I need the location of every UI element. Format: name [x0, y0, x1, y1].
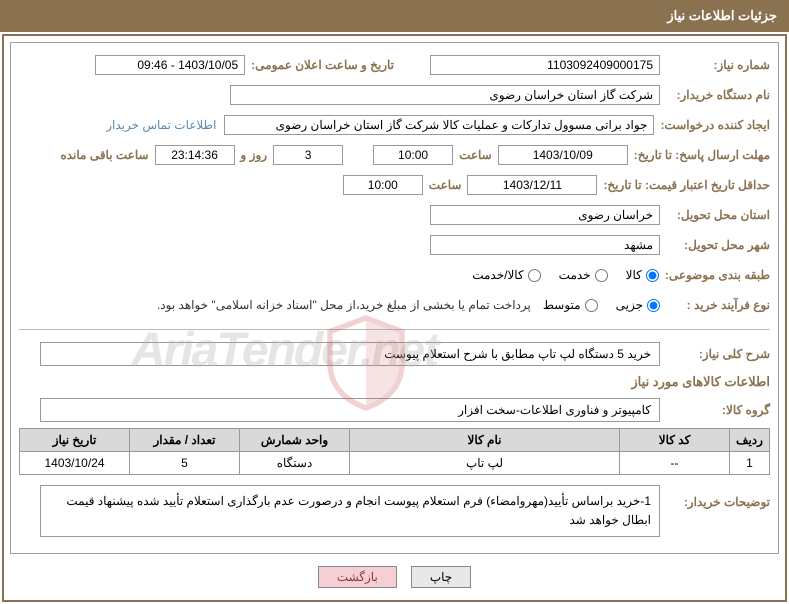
main-form: AriaTender.net شماره نیاز: 1103092409000… [10, 42, 779, 554]
radio-service-label: خدمت [559, 268, 591, 282]
th-unit: واحد شمارش [240, 429, 350, 452]
table-header-row: ردیف کد کالا نام کالا واحد شمارش تعداد /… [20, 429, 770, 452]
table-row: 1 -- لپ تاپ دستگاه 5 1403/10/24 [20, 452, 770, 475]
cell-code: -- [620, 452, 730, 475]
row-province: استان محل تحویل: خراسان رضوی [19, 203, 770, 227]
validity-label: حداقل تاریخ اعتبار قیمت: تا تاریخ: [597, 178, 770, 192]
province-label: استان محل تحویل: [660, 208, 770, 222]
print-button[interactable]: چاپ [411, 566, 471, 588]
announce-date-label: تاریخ و ساعت اعلان عمومی: [245, 58, 400, 72]
radio-goods-item[interactable]: کالا [626, 268, 659, 282]
category-label: طبقه بندی موضوعی: [659, 268, 770, 282]
remaining-label: ساعت باقی مانده [54, 148, 154, 162]
deadline-date-value: 1403/10/09 [498, 145, 628, 165]
validity-time-label: ساعت [423, 178, 468, 192]
deadline-label: مهلت ارسال پاسخ: تا تاریخ: [628, 148, 770, 162]
th-code: کد کالا [620, 429, 730, 452]
radio-medium-label: متوسط [543, 298, 581, 312]
radio-goods-input[interactable] [646, 269, 659, 282]
radio-goods-service-item[interactable]: کالا/خدمت [472, 268, 540, 282]
city-value: مشهد [430, 235, 660, 255]
row-city: شهر محل تحویل: مشهد [19, 233, 770, 257]
group-label: گروه کالا: [660, 403, 770, 417]
radio-medium-input[interactable] [585, 299, 598, 312]
requester-value: جواد براتی مسوول تدارکات و عملیات کالا ش… [224, 115, 654, 135]
group-value: کامپیوتر و فناوری اطلاعات-سخت افزار [40, 398, 660, 422]
row-buyer-desc: توضیحات خریدار: 1-خرید براساس تأیید(مهرو… [19, 485, 770, 537]
th-qty: تعداد / مقدار [130, 429, 240, 452]
requester-label: ایجاد کننده درخواست: [654, 118, 770, 132]
row-group: گروه کالا: کامپیوتر و فناوری اطلاعات-سخت… [19, 398, 770, 422]
back-button[interactable]: بازگشت [318, 566, 397, 588]
row-requester: ایجاد کننده درخواست: جواد براتی مسوول تد… [19, 113, 770, 137]
divider-1 [19, 329, 770, 330]
summary-value: خرید 5 دستگاه لپ تاپ مطابق با شرح استعلا… [40, 342, 660, 366]
cell-date: 1403/10/24 [20, 452, 130, 475]
countdown-value: 23:14:36 [155, 145, 235, 165]
row-summary: شرح کلی نیاز: خرید 5 دستگاه لپ تاپ مطابق… [19, 342, 770, 366]
items-section-label: اطلاعات کالاهای مورد نیاز [19, 374, 770, 390]
row-validity: حداقل تاریخ اعتبار قیمت: تا تاریخ: 1403/… [19, 173, 770, 197]
buyer-org-value: شرکت گاز استان خراسان رضوی [230, 85, 660, 105]
th-date: تاریخ نیاز [20, 429, 130, 452]
payment-note: پرداخت تمام یا بخشی از مبلغ خرید،از محل … [157, 298, 543, 312]
radio-service-input[interactable] [595, 269, 608, 282]
deadline-time-value: 10:00 [373, 145, 453, 165]
process-label: نوع فرآیند خرید : [660, 298, 770, 312]
row-process: نوع فرآیند خرید : جزیی متوسط پرداخت تمام… [19, 293, 770, 317]
radio-partial-item[interactable]: جزیی [616, 298, 660, 312]
days-count-value: 3 [273, 145, 343, 165]
radio-partial-label: جزیی [616, 298, 643, 312]
page-header: جزئیات اطلاعات نیاز [0, 0, 789, 32]
need-number-value: 1103092409000175 [430, 55, 660, 75]
category-radio-group: کالا خدمت کالا/خدمت [472, 268, 659, 282]
buyer-contact-link[interactable]: اطلاعات تماس خریدار [106, 118, 224, 132]
radio-medium-item[interactable]: متوسط [543, 298, 598, 312]
radio-goods-service-input[interactable] [528, 269, 541, 282]
need-number-label: شماره نیاز: [660, 58, 770, 72]
th-row: ردیف [730, 429, 770, 452]
button-row: چاپ بازگشت [10, 566, 779, 594]
radio-goods-service-label: کالا/خدمت [472, 268, 523, 282]
radio-service-item[interactable]: خدمت [559, 268, 608, 282]
deadline-time-label: ساعت [453, 148, 498, 162]
row-category: طبقه بندی موضوعی: کالا خدمت کالا/خدمت [19, 263, 770, 287]
city-label: شهر محل تحویل: [660, 238, 770, 252]
process-radio-group: جزیی متوسط [543, 298, 660, 312]
cell-row: 1 [730, 452, 770, 475]
content-wrapper: AriaTender.net شماره نیاز: 1103092409000… [2, 34, 787, 602]
validity-time-value: 10:00 [343, 175, 423, 195]
items-table: ردیف کد کالا نام کالا واحد شمارش تعداد /… [19, 428, 770, 475]
summary-label: شرح کلی نیاز: [660, 347, 770, 361]
page-title: جزئیات اطلاعات نیاز [667, 8, 777, 23]
validity-date-value: 1403/12/11 [467, 175, 597, 195]
buyer-desc-value: 1-خرید براساس تأیید(مهروامضاء) فرم استعل… [40, 485, 660, 537]
radio-partial-input[interactable] [647, 299, 660, 312]
row-buyer-org: نام دستگاه خریدار: شرکت گاز استان خراسان… [19, 83, 770, 107]
province-value: خراسان رضوی [430, 205, 660, 225]
announce-date-value: 1403/10/05 - 09:46 [95, 55, 245, 75]
th-name: نام کالا [350, 429, 620, 452]
buyer-org-label: نام دستگاه خریدار: [660, 88, 770, 102]
row-need-number: شماره نیاز: 1103092409000175 تاریخ و ساع… [19, 53, 770, 77]
row-deadline: مهلت ارسال پاسخ: تا تاریخ: 1403/10/09 سا… [19, 143, 770, 167]
cell-unit: دستگاه [240, 452, 350, 475]
cell-qty: 5 [130, 452, 240, 475]
radio-goods-label: کالا [626, 268, 642, 282]
buyer-desc-label: توضیحات خریدار: [660, 485, 770, 509]
cell-name: لپ تاپ [350, 452, 620, 475]
days-and-label: روز و [235, 148, 274, 162]
